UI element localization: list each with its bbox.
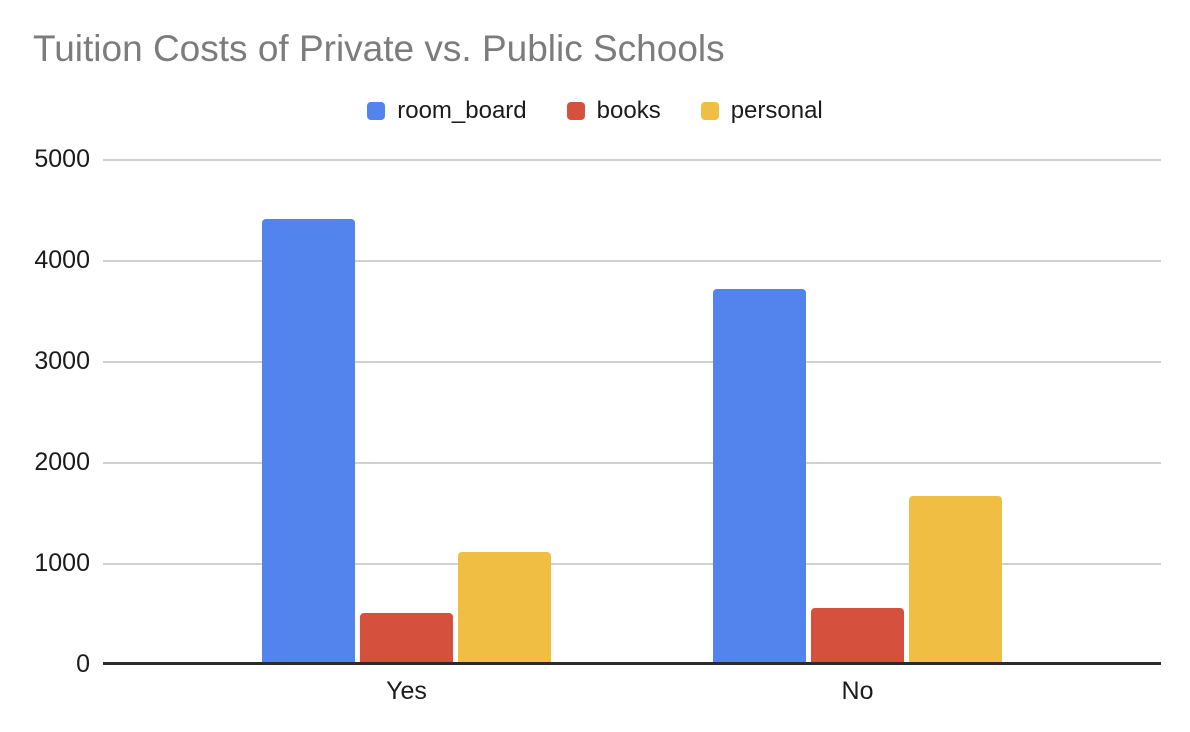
gridline (103, 159, 1161, 161)
x-axis-label-no: No (841, 677, 874, 705)
legend-label: books (596, 97, 661, 124)
legend-swatch-icon (566, 102, 585, 120)
gridline (103, 361, 1161, 363)
legend-label: personal (730, 97, 823, 124)
y-axis-tick-label: 0 (76, 650, 90, 678)
legend-label: room_board (397, 97, 527, 124)
chart-legend: room_board books personal (0, 99, 1190, 123)
gridline (103, 462, 1161, 464)
gridline (103, 563, 1161, 565)
bar-yes-personal[interactable] (458, 552, 551, 662)
y-axis-tick-label: 1000 (34, 549, 90, 577)
bar-yes-room_board[interactable] (262, 218, 355, 662)
bar-no-personal[interactable] (909, 496, 1002, 662)
legend-item-books[interactable]: books (566, 97, 661, 124)
chart-title: Tuition Costs of Private vs. Public Scho… (33, 28, 725, 69)
bar-yes-books[interactable] (360, 612, 453, 662)
legend-swatch-icon (700, 102, 719, 120)
gridline (103, 260, 1161, 262)
bar-no-books[interactable] (811, 608, 904, 662)
legend-item-room_board[interactable]: room_board (367, 97, 527, 124)
x-axis-label-yes: Yes (386, 677, 427, 705)
legend-item-personal[interactable]: personal (700, 97, 823, 124)
y-axis-tick-label: 4000 (34, 246, 90, 274)
plot-area (103, 159, 1161, 665)
y-axis-tick-label: 5000 (34, 145, 90, 173)
y-axis-tick-label: 3000 (34, 347, 90, 375)
bar-no-room_board[interactable] (713, 289, 806, 662)
legend-swatch-icon (367, 102, 386, 120)
y-axis-tick-label: 2000 (34, 448, 90, 476)
